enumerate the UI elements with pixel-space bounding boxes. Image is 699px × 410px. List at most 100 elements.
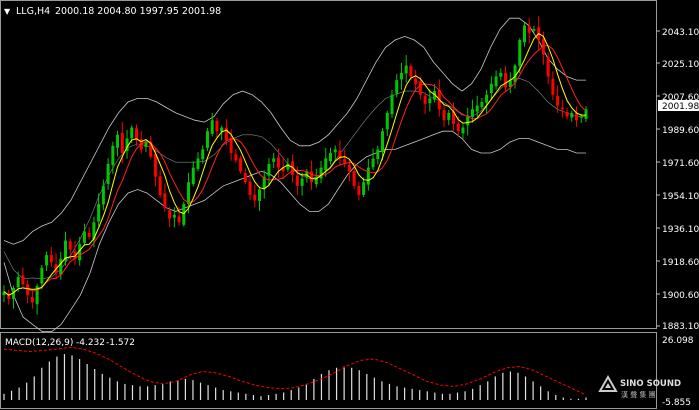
candlesticks[interactable] xyxy=(2,16,588,315)
candle xyxy=(352,168,356,190)
candle-body xyxy=(2,291,6,296)
candle xyxy=(205,128,209,152)
price-tick: 1971.60 xyxy=(656,159,699,169)
candle xyxy=(338,140,342,166)
candle-body xyxy=(210,120,214,134)
candle-body xyxy=(513,65,517,83)
candle xyxy=(357,181,361,201)
candle xyxy=(522,22,526,47)
candle-body xyxy=(16,276,20,288)
macd-indicator xyxy=(3,346,587,400)
candle-body xyxy=(187,182,191,204)
candle xyxy=(82,223,86,246)
candle xyxy=(7,289,11,305)
candle-body xyxy=(45,255,49,266)
candle xyxy=(258,186,262,211)
candle-body xyxy=(366,167,370,185)
candle xyxy=(45,251,49,272)
candle-body xyxy=(158,176,162,195)
candle xyxy=(210,112,214,137)
candle xyxy=(253,184,257,208)
candle xyxy=(196,152,200,172)
candle-body xyxy=(470,109,474,117)
candle-body xyxy=(466,116,470,126)
candle-body xyxy=(305,171,309,178)
candle xyxy=(163,183,167,212)
candle xyxy=(97,193,101,227)
candle-body xyxy=(319,167,323,179)
candle-body xyxy=(130,127,134,139)
candle-body xyxy=(172,215,176,218)
candle xyxy=(447,109,451,126)
candle-body xyxy=(281,167,285,172)
candle-body xyxy=(452,111,456,124)
price-axis: 2043.10 2025.10 2007.60 1989.60 1971.60 … xyxy=(656,28,699,332)
candle-body xyxy=(239,158,243,172)
candle-body xyxy=(404,65,408,74)
candle xyxy=(295,166,299,195)
price-tick-label: 2007.60 xyxy=(662,93,699,103)
price-tick-label: 2043.10 xyxy=(662,28,699,38)
candle-body xyxy=(87,232,91,237)
candle-body xyxy=(518,40,522,66)
candle xyxy=(494,70,498,90)
candle xyxy=(106,158,110,190)
candle-body xyxy=(272,158,276,162)
candle xyxy=(423,92,427,115)
candle-body xyxy=(144,142,148,147)
candle-body xyxy=(489,83,493,94)
candle xyxy=(220,125,224,141)
candle-body xyxy=(40,267,44,284)
candle xyxy=(177,207,181,226)
candle xyxy=(442,105,446,128)
candle-body xyxy=(182,204,186,225)
candle-body xyxy=(153,154,157,177)
candle-body xyxy=(300,178,304,186)
candle xyxy=(144,140,148,153)
candle-body xyxy=(390,94,394,115)
candle-body xyxy=(201,149,205,160)
candle xyxy=(182,201,186,227)
candle xyxy=(153,148,157,187)
candle-body xyxy=(134,128,138,141)
candle-body xyxy=(560,107,564,110)
candle-body xyxy=(485,94,489,103)
bollinger-upper-line xyxy=(3,17,586,245)
candle-body xyxy=(82,231,86,243)
candle-body xyxy=(116,134,120,148)
moving-averages xyxy=(3,32,587,296)
price-panel-frame xyxy=(0,0,657,329)
candle-body xyxy=(295,175,299,186)
candle-body xyxy=(499,72,503,77)
candle-body xyxy=(120,132,124,154)
candle xyxy=(366,159,370,191)
candle-body xyxy=(575,112,579,121)
candle xyxy=(461,124,465,139)
candle-body xyxy=(579,116,583,118)
price-tick-label: 1936.10 xyxy=(662,225,699,235)
candle xyxy=(466,107,470,136)
candle-body xyxy=(177,216,181,223)
candle xyxy=(546,52,550,84)
candle-body xyxy=(433,91,437,100)
candle-body xyxy=(376,149,380,160)
candle xyxy=(381,128,385,161)
candle xyxy=(527,17,531,44)
candle-body xyxy=(49,254,53,263)
candle xyxy=(191,161,195,187)
price-tick: 2007.60 xyxy=(656,93,699,103)
candle-body xyxy=(215,120,219,132)
candle xyxy=(433,83,437,103)
price-tick-label: 1989.60 xyxy=(662,126,699,136)
candle xyxy=(276,148,280,178)
candle-body xyxy=(35,286,39,305)
symbol-dropdown-icon[interactable]: ▼ xyxy=(4,7,11,16)
candle xyxy=(560,99,564,118)
candle xyxy=(158,170,162,198)
candle xyxy=(343,149,347,168)
candle-body xyxy=(276,157,280,168)
candle xyxy=(584,106,588,123)
candle xyxy=(272,152,276,169)
